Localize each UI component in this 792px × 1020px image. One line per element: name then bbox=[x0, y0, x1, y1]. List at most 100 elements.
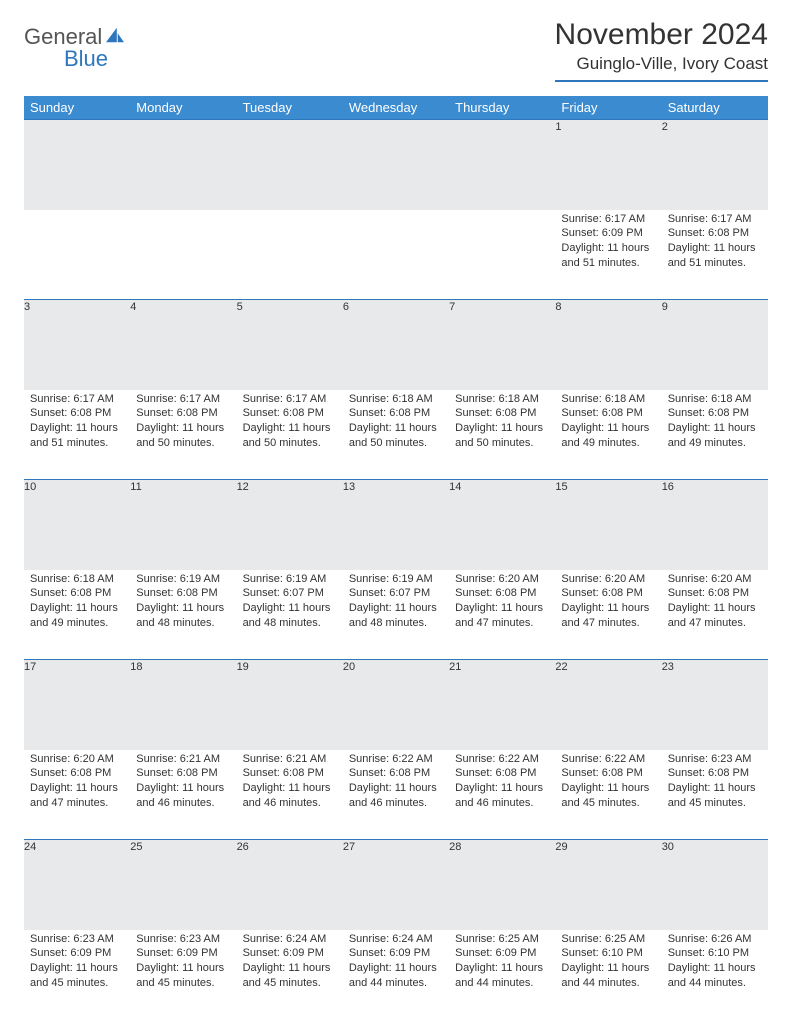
sunrise: Sunrise: 6:20 AM bbox=[30, 752, 124, 767]
title-block: November 2024 Guinglo-Ville, Ivory Coast bbox=[555, 18, 768, 82]
sunrise: Sunrise: 6:25 AM bbox=[455, 932, 549, 947]
sunrise: Sunrise: 6:21 AM bbox=[243, 752, 337, 767]
day-number: 3 bbox=[24, 300, 130, 390]
daylight: Daylight: 11 hours and 45 minutes. bbox=[136, 961, 230, 991]
sunset: Sunset: 6:08 PM bbox=[668, 406, 762, 421]
sunset: Sunset: 6:08 PM bbox=[136, 406, 230, 421]
day-header-row: Sunday Monday Tuesday Wednesday Thursday… bbox=[24, 96, 768, 120]
sunset: Sunset: 6:09 PM bbox=[243, 946, 337, 961]
daylight: Daylight: 11 hours and 47 minutes. bbox=[668, 601, 762, 631]
daylight: Daylight: 11 hours and 46 minutes. bbox=[136, 781, 230, 811]
daylight: Daylight: 11 hours and 49 minutes. bbox=[561, 421, 655, 451]
sunset: Sunset: 6:10 PM bbox=[561, 946, 655, 961]
header: GeneralBlue November 2024 Guinglo-Ville,… bbox=[24, 18, 768, 82]
day-cell: Sunrise: 6:24 AMSunset: 6:09 PMDaylight:… bbox=[343, 930, 449, 1020]
daynum-row: 17181920212223 bbox=[24, 660, 768, 750]
day-number: 28 bbox=[449, 840, 555, 930]
daynum-row: 3456789 bbox=[24, 300, 768, 390]
sunrise: Sunrise: 6:24 AM bbox=[349, 932, 443, 947]
sunrise: Sunrise: 6:23 AM bbox=[30, 932, 124, 947]
day-number: 24 bbox=[24, 840, 130, 930]
sunrise: Sunrise: 6:18 AM bbox=[349, 392, 443, 407]
sunrise: Sunrise: 6:17 AM bbox=[243, 392, 337, 407]
day-number: 9 bbox=[662, 300, 768, 390]
day-number: 7 bbox=[449, 300, 555, 390]
sunset: Sunset: 6:08 PM bbox=[668, 226, 762, 241]
sunrise: Sunrise: 6:17 AM bbox=[668, 212, 762, 227]
day-cell bbox=[24, 210, 130, 300]
day-number: 5 bbox=[237, 300, 343, 390]
sunrise: Sunrise: 6:22 AM bbox=[349, 752, 443, 767]
daylight: Daylight: 11 hours and 44 minutes. bbox=[455, 961, 549, 991]
sunrise: Sunrise: 6:17 AM bbox=[561, 212, 655, 227]
day-header: Monday bbox=[130, 96, 236, 120]
sunset: Sunset: 6:08 PM bbox=[243, 406, 337, 421]
daylight: Daylight: 11 hours and 44 minutes. bbox=[349, 961, 443, 991]
day-cell: Sunrise: 6:18 AMSunset: 6:08 PMDaylight:… bbox=[343, 390, 449, 480]
sunset: Sunset: 6:08 PM bbox=[561, 766, 655, 781]
sunset: Sunset: 6:08 PM bbox=[561, 586, 655, 601]
sunrise: Sunrise: 6:19 AM bbox=[243, 572, 337, 587]
day-number: 17 bbox=[24, 660, 130, 750]
week-row: Sunrise: 6:17 AMSunset: 6:08 PMDaylight:… bbox=[24, 390, 768, 480]
day-cell: Sunrise: 6:23 AMSunset: 6:08 PMDaylight:… bbox=[662, 750, 768, 840]
location: Guinglo-Ville, Ivory Coast bbox=[555, 54, 768, 82]
sunset: Sunset: 6:08 PM bbox=[30, 406, 124, 421]
day-cell: Sunrise: 6:19 AMSunset: 6:07 PMDaylight:… bbox=[343, 570, 449, 660]
day-number: 8 bbox=[555, 300, 661, 390]
logo-word2: Blue bbox=[64, 46, 126, 72]
day-number: 14 bbox=[449, 480, 555, 570]
sunrise: Sunrise: 6:20 AM bbox=[668, 572, 762, 587]
sunset: Sunset: 6:08 PM bbox=[561, 406, 655, 421]
day-cell bbox=[449, 210, 555, 300]
day-number: 19 bbox=[237, 660, 343, 750]
sunset: Sunset: 6:08 PM bbox=[30, 766, 124, 781]
sunrise: Sunrise: 6:20 AM bbox=[455, 572, 549, 587]
sunset: Sunset: 6:08 PM bbox=[136, 586, 230, 601]
sunrise: Sunrise: 6:18 AM bbox=[30, 572, 124, 587]
sunset: Sunset: 6:08 PM bbox=[455, 766, 549, 781]
day-header: Tuesday bbox=[237, 96, 343, 120]
daylight: Daylight: 11 hours and 51 minutes. bbox=[668, 241, 762, 271]
sunset: Sunset: 6:08 PM bbox=[349, 766, 443, 781]
sunrise: Sunrise: 6:24 AM bbox=[243, 932, 337, 947]
day-number: 27 bbox=[343, 840, 449, 930]
daylight: Daylight: 11 hours and 50 minutes. bbox=[243, 421, 337, 451]
day-cell: Sunrise: 6:18 AMSunset: 6:08 PMDaylight:… bbox=[662, 390, 768, 480]
day-cell bbox=[343, 210, 449, 300]
sunrise: Sunrise: 6:26 AM bbox=[668, 932, 762, 947]
day-header: Saturday bbox=[662, 96, 768, 120]
sunrise: Sunrise: 6:21 AM bbox=[136, 752, 230, 767]
day-number: 12 bbox=[237, 480, 343, 570]
day-cell: Sunrise: 6:26 AMSunset: 6:10 PMDaylight:… bbox=[662, 930, 768, 1020]
daylight: Daylight: 11 hours and 48 minutes. bbox=[243, 601, 337, 631]
day-number: 13 bbox=[343, 480, 449, 570]
sunrise: Sunrise: 6:22 AM bbox=[561, 752, 655, 767]
sunrise: Sunrise: 6:25 AM bbox=[561, 932, 655, 947]
page-title: November 2024 bbox=[555, 18, 768, 52]
day-number bbox=[130, 120, 236, 210]
daylight: Daylight: 11 hours and 47 minutes. bbox=[30, 781, 124, 811]
daylight: Daylight: 11 hours and 44 minutes. bbox=[561, 961, 655, 991]
daylight: Daylight: 11 hours and 50 minutes. bbox=[455, 421, 549, 451]
daylight: Daylight: 11 hours and 50 minutes. bbox=[136, 421, 230, 451]
day-number: 25 bbox=[130, 840, 236, 930]
logo: GeneralBlue bbox=[24, 24, 126, 72]
day-cell: Sunrise: 6:18 AMSunset: 6:08 PMDaylight:… bbox=[555, 390, 661, 480]
day-number: 11 bbox=[130, 480, 236, 570]
day-cell: Sunrise: 6:17 AMSunset: 6:08 PMDaylight:… bbox=[237, 390, 343, 480]
day-cell: Sunrise: 6:24 AMSunset: 6:09 PMDaylight:… bbox=[237, 930, 343, 1020]
sunrise: Sunrise: 6:18 AM bbox=[561, 392, 655, 407]
day-cell: Sunrise: 6:20 AMSunset: 6:08 PMDaylight:… bbox=[24, 750, 130, 840]
daylight: Daylight: 11 hours and 46 minutes. bbox=[349, 781, 443, 811]
day-cell: Sunrise: 6:23 AMSunset: 6:09 PMDaylight:… bbox=[130, 930, 236, 1020]
day-number: 20 bbox=[343, 660, 449, 750]
sunrise: Sunrise: 6:17 AM bbox=[136, 392, 230, 407]
daylight: Daylight: 11 hours and 44 minutes. bbox=[668, 961, 762, 991]
calendar-table: Sunday Monday Tuesday Wednesday Thursday… bbox=[24, 96, 768, 1020]
sunset: Sunset: 6:08 PM bbox=[136, 766, 230, 781]
day-number: 1 bbox=[555, 120, 661, 210]
day-cell: Sunrise: 6:18 AMSunset: 6:08 PMDaylight:… bbox=[24, 570, 130, 660]
day-cell: Sunrise: 6:23 AMSunset: 6:09 PMDaylight:… bbox=[24, 930, 130, 1020]
sunset: Sunset: 6:10 PM bbox=[668, 946, 762, 961]
